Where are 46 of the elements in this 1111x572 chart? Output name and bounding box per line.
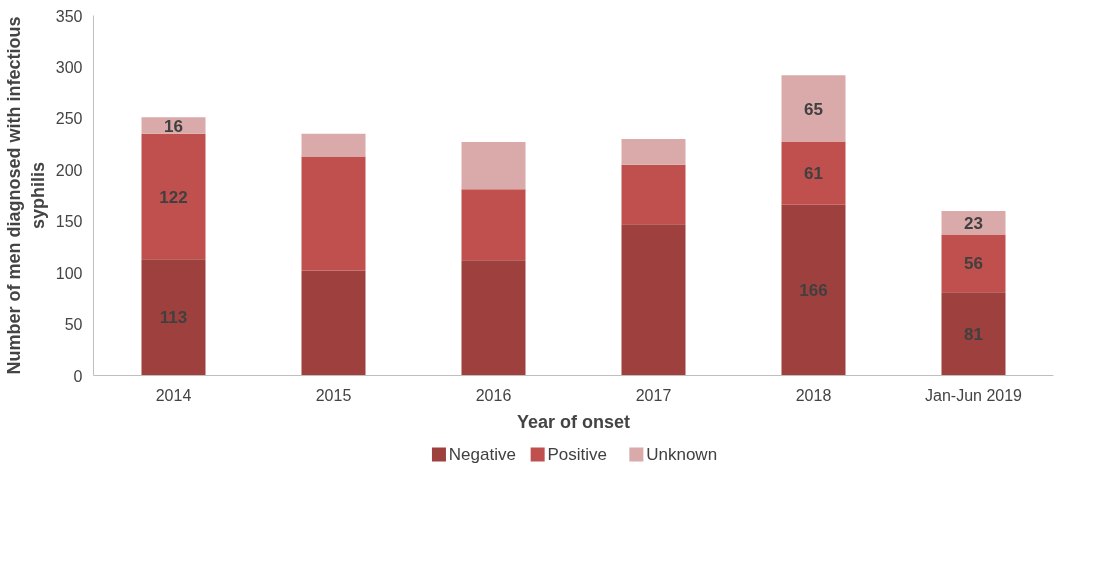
- bar: [621, 224, 686, 376]
- x-tick-label: Jan-Jun 2019: [925, 386, 1023, 404]
- bar: [301, 270, 366, 376]
- y-tick-label: 300: [55, 58, 83, 76]
- data-label: 23: [964, 213, 983, 233]
- data-label: 65: [804, 99, 823, 119]
- y-tick-label: 0: [73, 367, 83, 385]
- bar: [781, 75, 846, 143]
- data-label: 16: [164, 116, 183, 136]
- bar: [941, 292, 1006, 376]
- bar: [141, 133, 206, 260]
- data-label: 122: [159, 187, 188, 207]
- x-tick-label: 2016: [475, 386, 512, 404]
- bar: [301, 156, 366, 271]
- bar: [461, 189, 526, 261]
- y-tick-label: 200: [55, 161, 83, 179]
- x-tick-label: 2018: [795, 386, 832, 404]
- x-tick-label: 2017: [635, 386, 672, 404]
- legend-label: Unknown: [646, 445, 718, 464]
- data-label: 56: [964, 254, 983, 274]
- y-axis-title: Number of men diagnosed with infectious syphilis: [3, 16, 48, 375]
- legend-label: Positive: [547, 445, 608, 464]
- bar: [461, 142, 526, 190]
- data-label: 113: [159, 308, 188, 328]
- y-tick-label: 50: [64, 316, 83, 334]
- bar: [621, 164, 686, 225]
- data-label: 81: [964, 324, 983, 344]
- data-label: 61: [804, 164, 823, 184]
- bar: [781, 204, 846, 376]
- bar: [941, 234, 1006, 293]
- bar: [461, 260, 526, 376]
- x-tick-label: 2014: [155, 386, 192, 404]
- x-tick-label: 2015: [315, 386, 352, 404]
- y-tick-label: 100: [55, 264, 83, 282]
- data-label: 166: [799, 281, 828, 301]
- y-tick-label: 250: [55, 110, 83, 128]
- bar: [781, 142, 846, 205]
- y-tick-label: 350: [55, 7, 83, 25]
- legend-label: Negative: [448, 445, 516, 464]
- bar: [141, 259, 206, 376]
- x-axis-title: Year of onset: [516, 411, 631, 432]
- y-tick-label: 150: [55, 213, 83, 231]
- bar: [621, 138, 686, 165]
- bar: [301, 133, 366, 157]
- bar: [141, 117, 206, 134]
- bar: [941, 210, 1006, 235]
